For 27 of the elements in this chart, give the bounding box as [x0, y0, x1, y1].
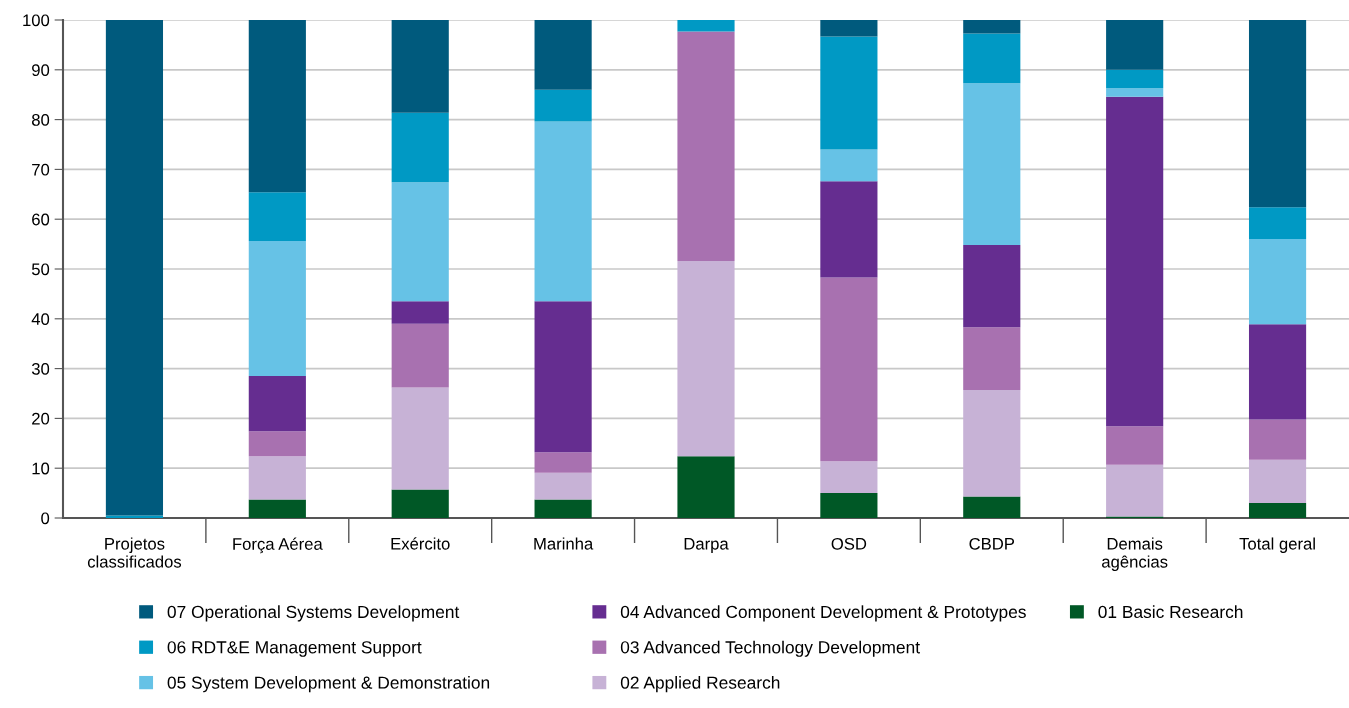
y-tick-label: 100 — [23, 14, 50, 27]
x-tick-label: Total geral — [1239, 537, 1315, 553]
x-tick-label: CBDP — [969, 537, 1015, 550]
x-tick-label: Força Aérea — [233, 537, 323, 554]
legend-label: 07 Operational Systems Development — [167, 605, 460, 622]
y-tick-label: 0 — [41, 512, 50, 525]
y-tick-label: 90 — [32, 64, 50, 76]
y-tick-label: 50 — [31, 263, 50, 276]
legend-label: 03 Advanced Technology Development — [620, 640, 920, 657]
legend-label: 01 Basic Research — [1098, 605, 1243, 619]
y-tick-label: 30 — [31, 363, 50, 375]
y-tick-label: 20 — [32, 412, 50, 425]
x-tick-label: Demais agências — [1102, 537, 1168, 571]
x-tick-label: OSD — [831, 537, 867, 550]
legend-label: 02 Applied Research — [620, 676, 780, 693]
legend-label: 04 Advanced Component Development & Prototypes — [620, 605, 1026, 622]
y-tick-label: 40 — [31, 313, 50, 325]
x-tick-label: Exército — [391, 537, 450, 550]
x-tick-label: Projetos classificados — [87, 537, 182, 568]
y-tick-label: 70 — [32, 163, 50, 176]
y-tick-label: 60 — [32, 213, 50, 226]
y-tick-label: 80 — [31, 114, 50, 126]
legend-label: 05 System Development & Demonstration — [167, 676, 490, 693]
x-tick-label: Marinha — [534, 537, 594, 550]
legend-label: 06 RDT&E Management Support — [167, 641, 422, 657]
x-tick-label: Darpa — [684, 538, 729, 553]
y-tick-label: 10 — [32, 462, 50, 475]
